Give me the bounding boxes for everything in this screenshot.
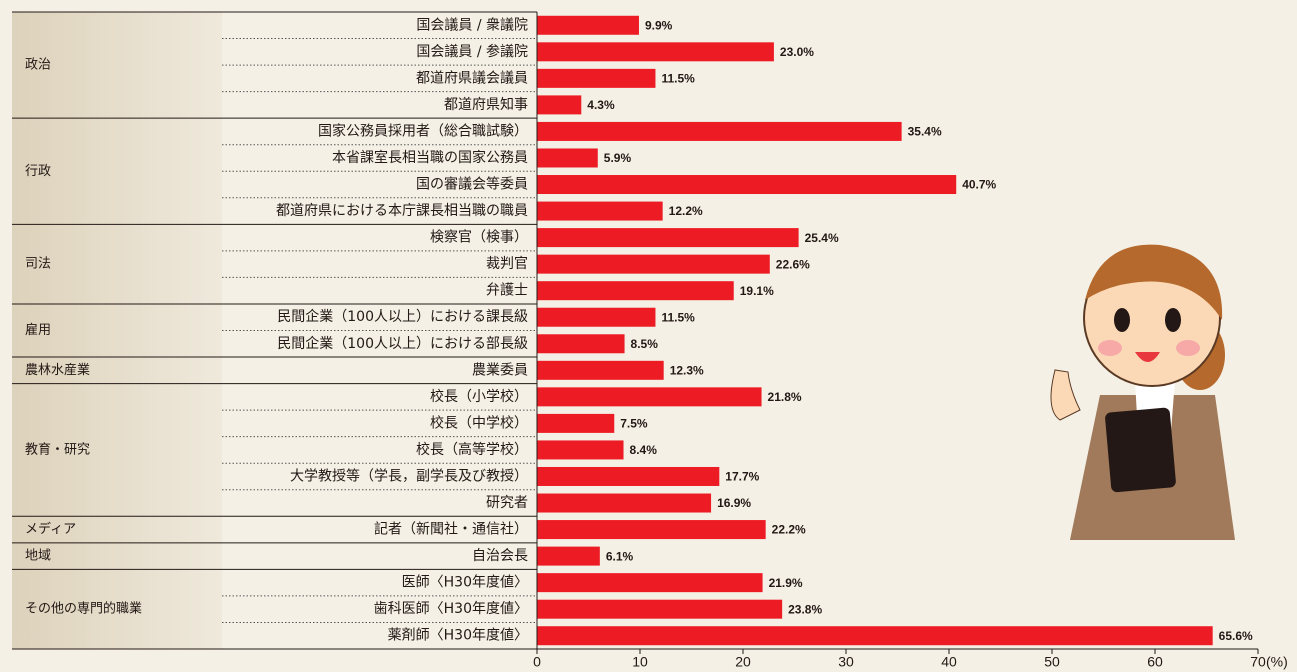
eye: [1165, 308, 1181, 332]
value-label: 16.9%: [717, 496, 751, 510]
value-label: 8.4%: [630, 443, 658, 457]
value-label: 17.7%: [725, 470, 759, 484]
value-label: 9.9%: [645, 18, 673, 32]
group-label: 地域: [25, 549, 51, 564]
value-label: 22.6%: [776, 257, 810, 271]
bar: [537, 255, 770, 274]
category-label: 校長（高等学校）: [416, 441, 528, 458]
bar: [537, 361, 664, 380]
bar: [537, 281, 734, 300]
cheek: [1098, 340, 1122, 356]
bar: [537, 308, 655, 327]
bar: [537, 175, 956, 194]
value-label: 21.9%: [769, 576, 803, 590]
category-label: 国会議員 / 衆議院: [416, 16, 528, 33]
value-label: 5.9%: [604, 151, 632, 165]
category-label: 記者（新聞社・通信社）: [374, 521, 528, 538]
x-tick-label: 40: [941, 654, 957, 670]
bar: [537, 387, 762, 406]
bar: [537, 122, 902, 141]
value-label: 11.5%: [661, 310, 695, 324]
x-tick-label: 50: [1044, 654, 1060, 670]
category-label: 国の審議会等委員: [416, 176, 528, 193]
bar: [537, 414, 614, 433]
page: {"chart_data":{"type":"bar","orientation…: [0, 0, 1297, 672]
value-label: 12.2%: [669, 204, 703, 218]
value-label: 8.5%: [631, 337, 659, 351]
bar: [537, 228, 799, 247]
category-label: 大学教授等（学長，副学長及び教授）: [290, 467, 528, 484]
value-label: 11.5%: [661, 72, 695, 86]
value-label: 12.3%: [670, 363, 704, 377]
value-label: 19.1%: [740, 284, 774, 298]
x-tick-label: 70: [1250, 654, 1266, 670]
group-label: 司法: [25, 257, 51, 272]
group-label: 雇用: [25, 322, 51, 338]
bar: [537, 334, 625, 353]
category-label: 研究者: [486, 495, 528, 511]
bar: [537, 520, 766, 539]
category-label: 弁護士: [486, 283, 528, 299]
bar: [537, 202, 663, 221]
value-label: 23.0%: [780, 45, 814, 59]
value-label: 65.6%: [1219, 629, 1253, 643]
bar: [537, 573, 763, 592]
bar: [537, 600, 782, 619]
category-label: 民間企業（100人以上）における部長級: [277, 335, 528, 352]
bar: [537, 148, 598, 167]
category-label: 自治会長: [472, 548, 528, 564]
value-label: 22.2%: [772, 523, 806, 537]
value-label: 23.8%: [788, 602, 822, 616]
x-tick-label: 30: [838, 654, 854, 670]
x-tick-label: 10: [632, 654, 648, 670]
hand: [1051, 370, 1080, 420]
value-label: 21.8%: [768, 390, 802, 404]
chart: 政治 国会議員 / 衆議院国会議員 / 参議院都道府県議会議員都道府県知事行政 国家…: [0, 0, 1297, 672]
value-label: 6.1%: [606, 549, 634, 563]
category-label: 歯科医師〈H30年度値〉: [374, 601, 528, 617]
category-label: 都道府県知事: [444, 96, 528, 113]
category-label: 国家公務員採用者（総合職試験）: [318, 122, 528, 139]
group-label: 行政: [25, 164, 51, 179]
x-tick-label: 20: [735, 654, 751, 670]
category-label: 本省課室長相当職の国家公務員: [332, 149, 528, 166]
group-label: 政治: [25, 58, 51, 73]
group-label: メディア: [25, 521, 76, 537]
category-label: 薬剤師〈H30年度値〉: [388, 628, 528, 644]
category-label: 民間企業（100人以上）における課長級: [277, 308, 528, 325]
tablet: [1105, 407, 1177, 492]
category-label: 都道府県における本庁課長相当職の職員: [276, 203, 528, 219]
eye: [1114, 308, 1130, 332]
bar: [537, 440, 624, 459]
bar: [537, 626, 1213, 645]
value-label: 25.4%: [805, 231, 839, 245]
bar: [537, 95, 581, 114]
x-tick-label: 0: [533, 654, 541, 670]
x-unit: (%): [1266, 654, 1288, 670]
bar: [537, 494, 711, 513]
bar: [537, 467, 719, 486]
category-label: 検察官（検事）: [430, 229, 528, 246]
cheek: [1176, 340, 1200, 356]
category-label: 農業委員: [472, 362, 528, 378]
category-label: 裁判官: [486, 256, 528, 272]
value-label: 7.5%: [620, 417, 648, 431]
bar: [537, 547, 600, 566]
category-label: 都道府県議会議員: [416, 69, 528, 86]
illustration: [1051, 245, 1235, 540]
category-label: 校長（小学校）: [430, 388, 528, 405]
category-label: 国会議員 / 参議院: [416, 43, 528, 60]
bar: [537, 69, 655, 88]
group-label: 農林水産業: [25, 362, 90, 378]
bar: [537, 42, 774, 61]
bar: [537, 16, 639, 35]
value-label: 35.4%: [908, 125, 942, 139]
x-tick-label: 60: [1147, 654, 1163, 670]
category-label: 校長（中学校）: [430, 414, 528, 431]
category-label: 医師〈H30年度値〉: [402, 575, 528, 591]
group-label: その他の専門的職業: [25, 601, 142, 617]
value-label: 4.3%: [587, 98, 615, 112]
group-label: 教育・研究: [25, 441, 90, 457]
value-label: 40.7%: [962, 178, 996, 192]
